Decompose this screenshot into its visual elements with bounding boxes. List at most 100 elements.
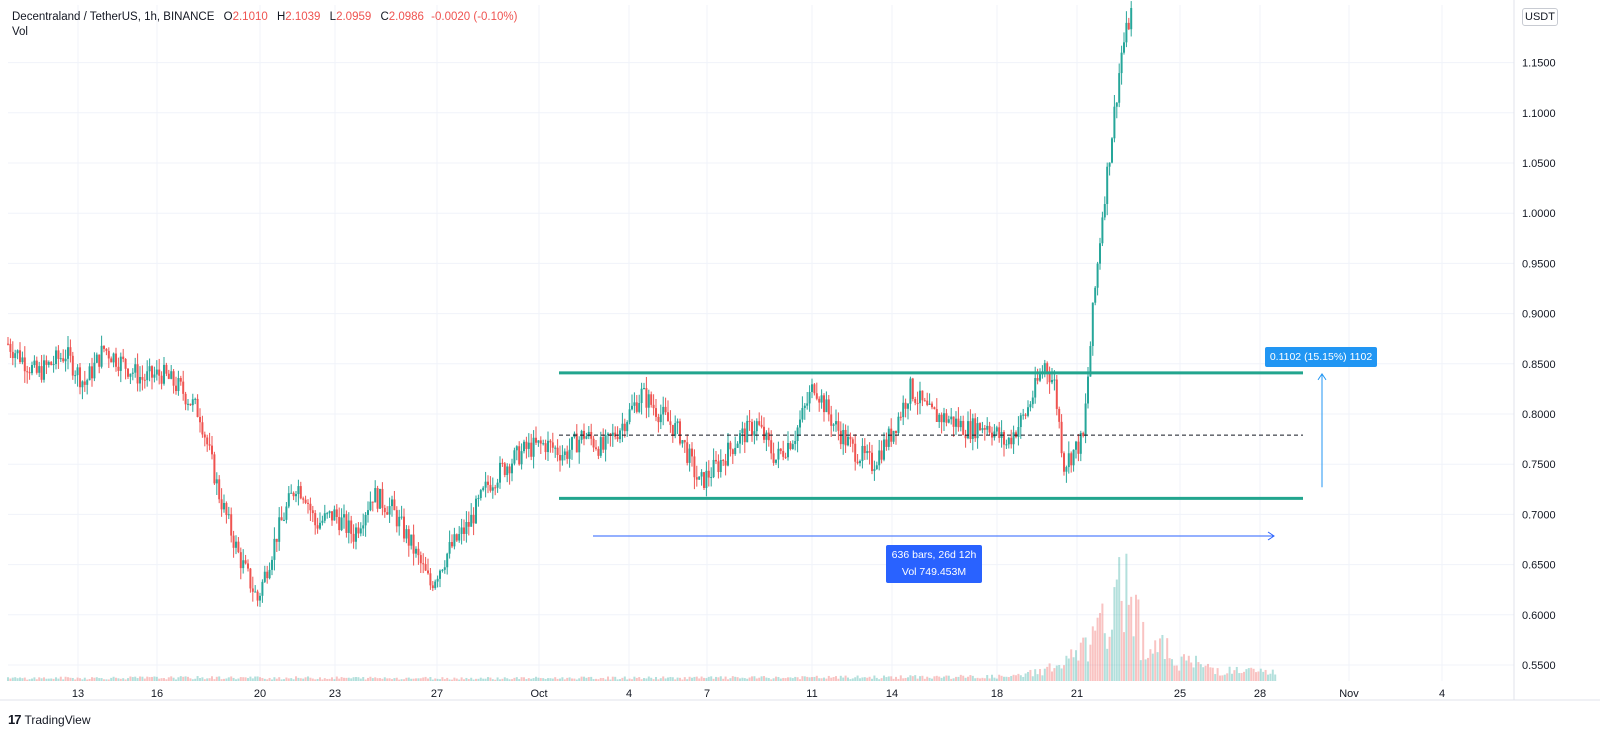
volume-bar (62, 679, 65, 681)
volume-bar (573, 678, 576, 681)
candle-body (643, 388, 645, 390)
price-tick-label: 1.1000 (1522, 108, 1556, 120)
candle-body (230, 514, 233, 536)
volume-bar (1216, 668, 1219, 681)
volume-bar (974, 678, 977, 681)
candle-body (1029, 404, 1032, 408)
volume-bar (1163, 659, 1166, 681)
candle-body (967, 421, 969, 439)
volume-bar (235, 679, 237, 681)
candle-body (991, 432, 993, 438)
candle-body (1099, 243, 1101, 264)
volume-bar (119, 678, 122, 681)
volume-bar (926, 676, 929, 681)
volume-bar (914, 675, 917, 681)
price-tick-label: 0.9000 (1522, 309, 1556, 321)
currency-badge[interactable]: USDT (1522, 8, 1558, 26)
candle-body (623, 423, 626, 432)
volume-bar (1142, 621, 1145, 681)
candle-body (112, 353, 115, 363)
volume-bar (107, 679, 110, 681)
volume-bar (158, 678, 161, 681)
volume-bar (74, 679, 77, 681)
candle-body (801, 407, 804, 420)
time-tick-label: Oct (530, 688, 547, 700)
candle-body (907, 403, 909, 409)
volume-bar (628, 678, 631, 681)
candle-body (153, 374, 156, 378)
candle-body (803, 405, 806, 408)
candle-body (587, 431, 590, 437)
volume-bar (1271, 669, 1274, 681)
tradingview-logo-icon: 17 (8, 712, 22, 727)
candle-body (328, 511, 331, 514)
open-value: 2.1010 (232, 11, 268, 23)
volume-bar (290, 678, 293, 681)
volume-bar (266, 679, 269, 681)
price-tick-label: 1.0500 (1522, 158, 1556, 170)
candle-body (1058, 408, 1061, 422)
candle-body (352, 533, 355, 542)
volume-bar (1087, 661, 1089, 681)
volume-bar (611, 676, 614, 681)
volume-bar (47, 678, 50, 681)
brand-name: TradingView (24, 712, 91, 727)
volume-bar (823, 677, 825, 681)
volume-bar (796, 677, 799, 681)
volume-bar (295, 676, 297, 681)
volume-bar (513, 677, 516, 681)
candle-body (501, 462, 504, 464)
candle-body (146, 371, 149, 381)
candle-body (299, 486, 302, 499)
volume-bar (11, 677, 14, 681)
volume-bar (705, 678, 708, 681)
candle-body (563, 451, 566, 456)
volume-bar (520, 677, 523, 681)
volume-bar (239, 677, 242, 681)
volume-bar (722, 678, 725, 681)
volume-bar (775, 676, 777, 681)
volume-bar (1151, 653, 1154, 681)
candle-body (832, 424, 835, 426)
candle-body (523, 441, 525, 452)
volume-bar (875, 677, 878, 681)
candle-body (717, 461, 720, 473)
volume-bar (825, 678, 828, 681)
volume-bar (652, 679, 655, 681)
tradingview-branding[interactable]: 17 TradingView (8, 712, 91, 727)
price-axis[interactable]: 1.1500 1.1000 1.0500 1.0000 0.9500 0.9000 0.85… (1513, 0, 1556, 700)
volume-bar (1137, 599, 1140, 681)
volume-bar (1252, 668, 1255, 681)
candle-body (232, 535, 235, 548)
candle-body (787, 442, 789, 458)
time-axis[interactable]: 13 16 20 23 27 Oct 4 7 11 14 18 21 25 28 Nov 4 (0, 688, 1600, 701)
candle-body (784, 456, 787, 458)
candle-body (719, 459, 722, 473)
volume-bar (928, 677, 931, 681)
volume-bar (146, 676, 149, 681)
volume-bar (983, 678, 986, 681)
candle-body (496, 482, 499, 488)
volume-bar (374, 677, 377, 681)
open-label: O (223, 11, 233, 23)
volume-bar (885, 677, 888, 681)
volume-bar (79, 678, 81, 681)
candle-body (575, 433, 578, 453)
price-tick-label: 1.1500 (1522, 58, 1556, 70)
candle-body (626, 422, 629, 432)
candle-body (835, 421, 837, 425)
price-tick-label: 0.6500 (1522, 560, 1556, 572)
date-measure-arrowhead (1267, 531, 1275, 541)
volume-bar (482, 678, 485, 681)
volume-bar (1005, 676, 1008, 681)
candle-body (443, 567, 446, 570)
volume-bar (88, 678, 91, 681)
volume-bar (472, 679, 475, 681)
volume-bar (199, 678, 201, 681)
range-drawings[interactable] (559, 371, 1327, 541)
volume-bar (139, 676, 141, 681)
volume-bar (415, 678, 417, 681)
volume-bar (952, 678, 955, 681)
candle-body (213, 454, 216, 484)
